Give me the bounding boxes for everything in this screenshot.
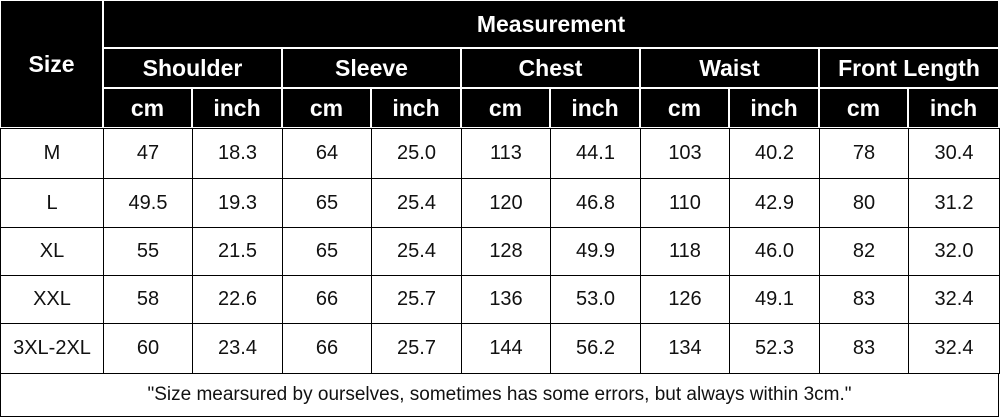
table-cell: 32.4 <box>908 275 1000 324</box>
unit-header: cm <box>641 89 728 127</box>
table-cell: 46.8 <box>550 178 641 228</box>
size-label: XL <box>0 227 104 276</box>
unit-header: inch <box>551 89 639 127</box>
group-header: Sleeve <box>283 49 460 87</box>
table-cell: 25.0 <box>371 128 462 179</box>
table-cell: 46.0 <box>729 227 820 276</box>
table-cell: 136 <box>461 275 551 324</box>
unit-header: inch <box>909 89 998 127</box>
table-cell: 49.9 <box>550 227 641 276</box>
table-cell: 19.3 <box>192 178 283 228</box>
table-cell: 113 <box>461 128 551 179</box>
table-cell: 82 <box>819 227 909 276</box>
table-cell: 103 <box>640 128 730 179</box>
table-cell: 66 <box>282 323 372 374</box>
table-cell: 134 <box>640 323 730 374</box>
group-header: Shoulder <box>104 49 281 87</box>
table-cell: 52.3 <box>729 323 820 374</box>
measurement-header: Measurement <box>104 1 998 47</box>
group-header: Chest <box>462 49 639 87</box>
table-cell: 40.2 <box>729 128 820 179</box>
size-label: 3XL-2XL <box>0 323 104 374</box>
table-cell: 126 <box>640 275 730 324</box>
unit-header: cm <box>104 89 191 127</box>
table-cell: 42.9 <box>729 178 820 228</box>
table-cell: 55 <box>103 227 193 276</box>
table-cell: 32.0 <box>908 227 1000 276</box>
size-label: M <box>0 128 104 179</box>
table-cell: 53.0 <box>550 275 641 324</box>
table-cell: 80 <box>819 178 909 228</box>
table-cell: 30.4 <box>908 128 1000 179</box>
table-cell: 78 <box>819 128 909 179</box>
table-cell: 144 <box>461 323 551 374</box>
table-cell: 56.2 <box>550 323 641 374</box>
group-header: Front Length <box>820 49 998 87</box>
table-cell: 66 <box>282 275 372 324</box>
table-cell: 60 <box>103 323 193 374</box>
unit-header: cm <box>462 89 549 127</box>
group-header: Waist <box>641 49 818 87</box>
table-cell: 65 <box>282 227 372 276</box>
table-cell: 83 <box>819 323 909 374</box>
table-cell: 25.7 <box>371 323 462 374</box>
table-cell: 47 <box>103 128 193 179</box>
unit-header: cm <box>820 89 907 127</box>
table-cell: 18.3 <box>192 128 283 179</box>
unit-header: inch <box>730 89 818 127</box>
table-cell: 25.4 <box>371 227 462 276</box>
table-cell: 83 <box>819 275 909 324</box>
size-label: XXL <box>0 275 104 324</box>
table-cell: 44.1 <box>550 128 641 179</box>
unit-header: inch <box>372 89 460 127</box>
size-label: L <box>0 178 104 228</box>
table-cell: 31.2 <box>908 178 1000 228</box>
footnote: "Size mearsured by ourselves, sometimes … <box>0 373 999 417</box>
table-cell: 58 <box>103 275 193 324</box>
table-cell: 25.4 <box>371 178 462 228</box>
table-cell: 32.4 <box>908 323 1000 374</box>
table-cell: 21.5 <box>192 227 283 276</box>
table-cell: 49.5 <box>103 178 193 228</box>
table-cell: 65 <box>282 178 372 228</box>
table-cell: 120 <box>461 178 551 228</box>
unit-header: cm <box>283 89 370 127</box>
table-cell: 49.1 <box>729 275 820 324</box>
size-header: Size <box>1 1 102 127</box>
table-cell: 64 <box>282 128 372 179</box>
table-cell: 118 <box>640 227 730 276</box>
table-cell: 22.6 <box>192 275 283 324</box>
table-cell: 23.4 <box>192 323 283 374</box>
unit-header: inch <box>193 89 281 127</box>
table-cell: 128 <box>461 227 551 276</box>
table-cell: 25.7 <box>371 275 462 324</box>
table-cell: 110 <box>640 178 730 228</box>
